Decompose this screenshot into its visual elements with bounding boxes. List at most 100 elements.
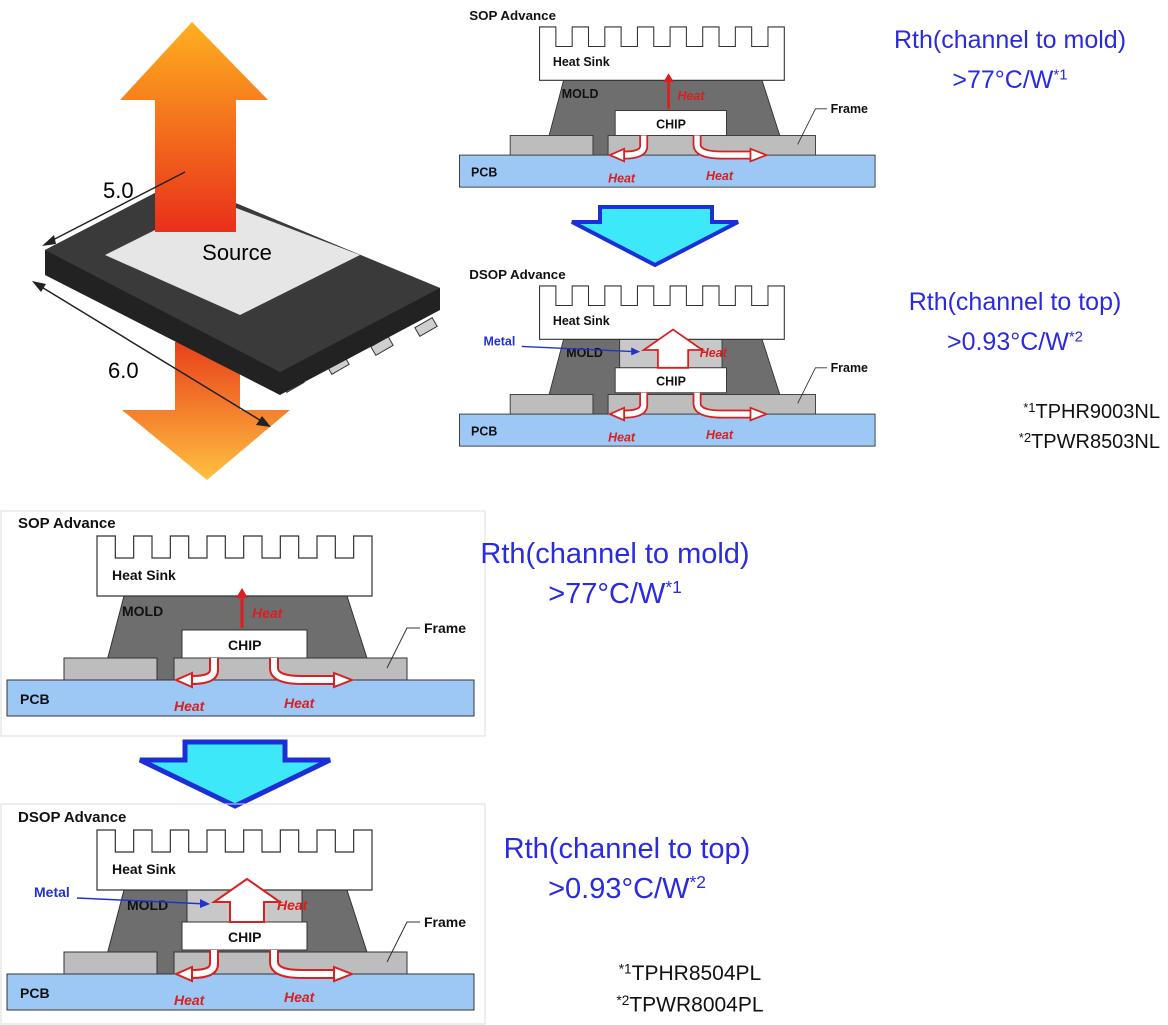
transition-arrow [138,739,332,809]
diagram-title: SOP Advance [469,8,556,23]
dsop-diagram: DSOP Advance CHIP Heat Sink MOLD Frame PCB Hea… [6,809,475,1011]
pcb [459,413,876,447]
heat-sink-label: Heat Sink [112,567,176,583]
metal-pointer [76,897,208,905]
heat-arrow-down [122,342,290,480]
footnote-ref: *1 [1023,400,1035,415]
diagram-title: DSOP Advance [18,809,126,826]
rth-value: >0.93°C/W*2 [947,328,1083,356]
frame [509,394,594,415]
heat-flow [191,658,217,683]
heat-flow [624,392,647,417]
chip-label: CHIP [228,929,261,945]
heat-label: Heat [706,428,734,442]
heat-flow [694,392,751,417]
metal-pointer-head [631,347,641,356]
rth-label: Rth(channel to mold) [480,538,749,570]
sop-diagram: SOP Advance CHIP Heat Sink MOLD Frame PCB Heat… [6,515,475,717]
dimension-arrowhead [32,281,46,292]
heat-flow [191,950,217,977]
rth-value: >0.93°C/W*2 [548,872,706,905]
rth-label: Rth(channel to top) [504,833,751,865]
rth-ref: *2 [689,872,705,892]
frame-label: Frame [424,620,466,636]
panel-border [0,510,486,737]
pcb [6,973,475,1011]
rth-ref: *2 [1069,328,1083,345]
heat-flow [694,135,751,158]
dimension-arrowhead [42,235,56,246]
heat-flow-head [607,406,625,422]
mold-label: MOLD [122,603,163,619]
heat-sink [96,829,373,891]
heat-flow-head [749,406,769,422]
heat-sink-label: Heat Sink [112,861,176,877]
heat-flow [624,135,647,158]
heat-flow-head [173,965,193,983]
footnote: *2TPWR8004PL [616,993,763,1016]
dimension-line [34,282,269,426]
heat-flow [271,658,334,683]
pcb-label: PCB [20,691,50,707]
pcb-label: PCB [471,424,497,438]
dimension-arrowhead [256,416,271,427]
footnote: *2TPWR8503NL [1019,430,1160,453]
pcb [459,154,876,188]
frame [63,657,158,681]
frame-label: Frame [424,914,466,930]
footnote-ref: *2 [616,993,629,1008]
footnote-ref: *2 [1019,430,1031,445]
rth-value-text: >0.93°C/W [548,873,690,905]
transition-arrow [571,205,739,268]
heat-label: Heat [252,605,284,621]
footnote-part: TPWR8503NL [1031,431,1160,453]
chip-label: CHIP [656,375,686,389]
heat-flow-head [749,147,769,163]
panel-border [0,803,486,1025]
frame-label: Frame [831,361,868,375]
frame [509,135,594,156]
heat-flow-up [210,877,284,923]
heat-flow-head [173,671,193,689]
heat-flow-up-head [236,588,248,598]
heat-label: Heat [277,897,309,913]
heat-sink-label: Heat Sink [553,55,610,69]
length-label: 5.0 [103,178,134,203]
heat-flow-up [640,328,706,369]
heat-sink-label: Heat Sink [553,314,610,328]
chip [614,110,727,136]
pcb-label: PCB [471,165,497,179]
footnote: *1TPHR9003NL [1023,400,1160,423]
mold-label: MOLD [562,87,599,101]
rth-label: Rth(channel to top) [909,288,1122,316]
heat-sink [539,285,785,340]
heat-label: Heat [608,431,636,445]
heat-sink [539,26,785,81]
sop-diagram: SOP Advance CHIP Heat Sink MOLD Frame PCB Heat… [459,8,876,188]
metal-label: Metal [34,884,70,900]
rth-value-text: >0.93°C/W [947,328,1069,356]
rth-value: >77°C/W*1 [952,66,1067,94]
rth-value-text: >77°C/W [952,66,1053,94]
width-label: 6.0 [108,358,139,383]
heat-flow-head [333,965,355,983]
leader-line [797,367,828,404]
leader-line [386,627,420,669]
metal-label: Metal [483,335,515,349]
footnote-part: TPWR8004PL [629,994,763,1017]
pcb [6,679,475,717]
footnote-part: TPHR9003NL [1035,401,1160,423]
heat-label: Heat [174,698,206,714]
heat-flow-head [333,671,355,689]
rth-ref: *1 [665,577,681,597]
leader-line [797,108,828,145]
frame [63,951,158,975]
frame-label: Frame [831,102,868,116]
heat-sink [96,535,373,597]
chip [181,629,308,659]
footnote-ref: *1 [619,962,632,977]
heat-flow [271,950,334,977]
heat-label: Heat [174,992,206,1008]
chip [614,367,727,394]
